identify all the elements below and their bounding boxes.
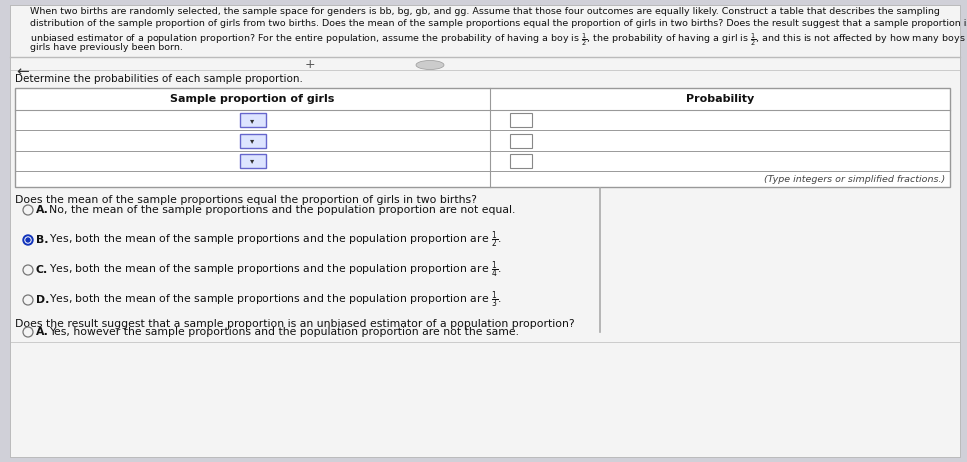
Ellipse shape [416,61,444,69]
Text: A.: A. [36,205,49,215]
FancyBboxPatch shape [10,5,960,457]
Text: Yes, both the mean of the sample proportions and the population proportion are $: Yes, both the mean of the sample proport… [49,229,502,251]
Text: +: + [305,59,315,72]
Text: unbiased estimator of a population proportion? For the entire population, assume: unbiased estimator of a population propo… [30,31,967,48]
Bar [510,113,532,127]
Text: ▾: ▾ [250,136,254,145]
Text: D.: D. [36,295,49,305]
Text: Yes, however the sample proportions and the population proportion are not the sa: Yes, however the sample proportions and … [49,327,519,337]
Bar [510,134,532,147]
Text: Yes, both the mean of the sample proportions and the population proportion are $: Yes, both the mean of the sample proport… [49,259,502,281]
Text: ▾: ▾ [250,156,254,165]
Text: No, the mean of the sample proportions and the population proportion are not equ: No, the mean of the sample proportions a… [49,205,515,215]
Bar [240,134,266,147]
Text: C.: C. [36,265,48,275]
Text: distribution of the sample proportion of girls from two births. Does the mean of: distribution of the sample proportion of… [30,19,967,28]
Text: B.: B. [36,235,48,245]
Bar [15,88,950,187]
Text: girls have previously been born.: girls have previously been born. [30,43,183,52]
Bar [240,113,266,127]
Text: Yes, both the mean of the sample proportions and the population proportion are $: Yes, both the mean of the sample proport… [49,289,502,310]
Text: (Type integers or simplified fractions.): (Type integers or simplified fractions.) [764,175,945,183]
Text: ▾: ▾ [250,116,254,125]
Bar [510,154,532,168]
Bar [240,154,266,168]
Text: ←: ← [16,65,29,79]
Text: Determine the probabilities of each sample proportion.: Determine the probabilities of each samp… [15,74,303,84]
Text: Sample proportion of girls: Sample proportion of girls [170,94,335,104]
Text: Does the mean of the sample proportions equal the proportion of girls in two bir: Does the mean of the sample proportions … [15,195,477,205]
Circle shape [26,238,30,242]
Circle shape [23,235,33,245]
Text: Probability: Probability [686,94,754,104]
Circle shape [25,237,31,243]
Text: A.: A. [36,327,49,337]
Text: Does the result suggest that a sample proportion is an unbiased estimator of a p: Does the result suggest that a sample pr… [15,319,574,329]
Text: When two births are randomly selected, the sample space for genders is bb, bg, g: When two births are randomly selected, t… [30,7,940,16]
